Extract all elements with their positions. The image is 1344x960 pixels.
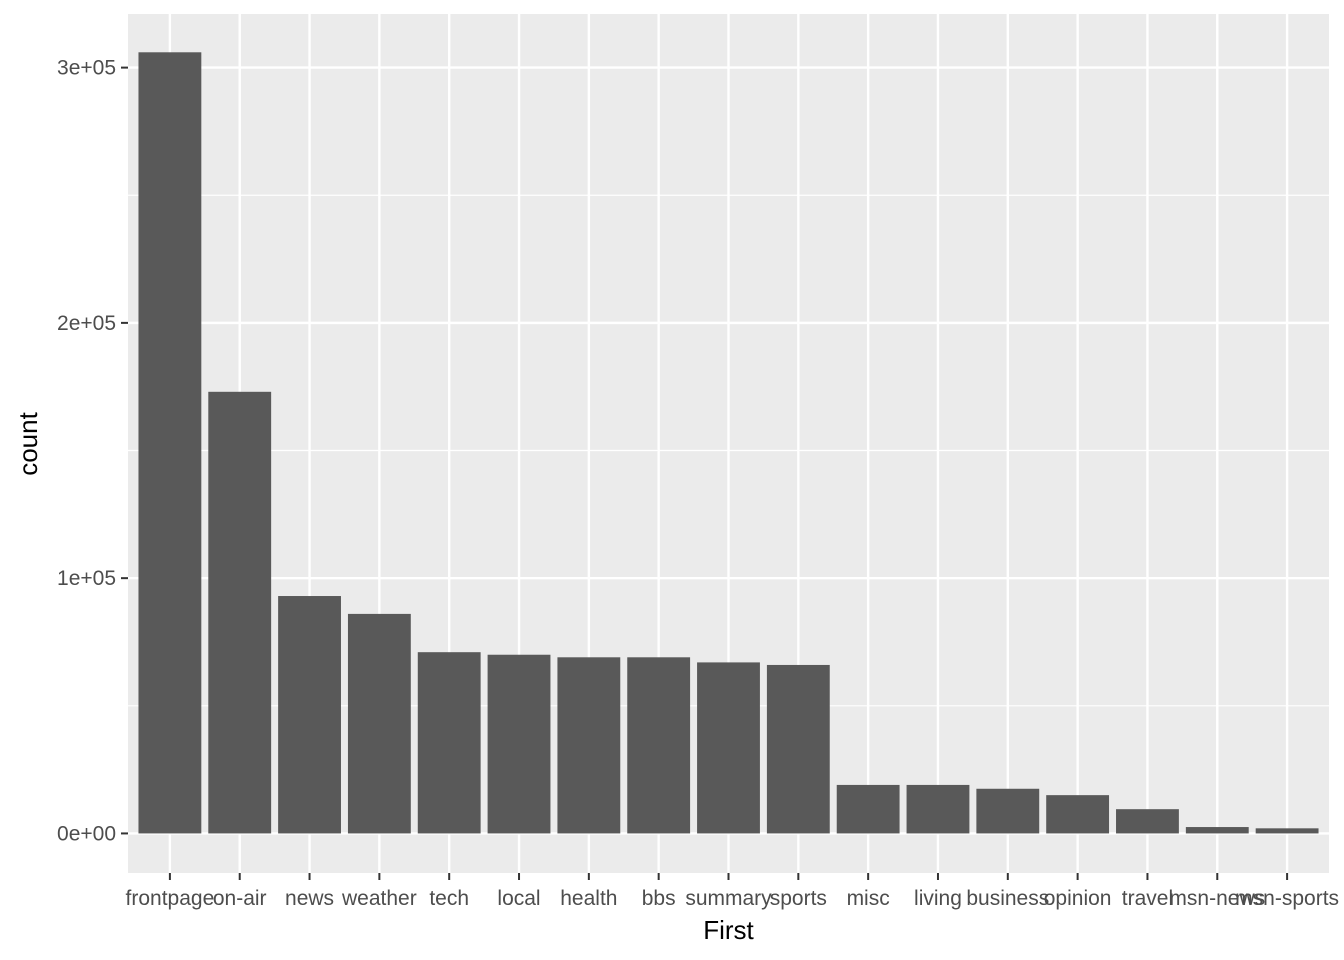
bar-business [976, 788, 1040, 834]
bar-local [487, 654, 551, 834]
x-tick-label: opinion [1044, 887, 1112, 910]
bar-health [557, 657, 621, 834]
x-tick-label: local [497, 887, 540, 910]
x-tick-label: frontpage [126, 887, 215, 910]
bar-weather [347, 613, 411, 834]
bar-opinion [1046, 795, 1110, 834]
x-tick-label: bbs [642, 887, 676, 910]
x-tick-label: msn-sports [1235, 887, 1339, 910]
x-tick-label: on-air [213, 887, 267, 910]
x-axis-title: First [703, 915, 754, 945]
bar-on-air [208, 391, 272, 834]
x-tick-label: tech [429, 887, 469, 910]
bar-bbs [627, 657, 691, 834]
bar-msn-sports [1255, 828, 1319, 834]
bar-msn-news [1185, 827, 1249, 834]
x-tick-label: summary [685, 887, 772, 910]
x-tick-label: living [914, 887, 962, 910]
bar-frontpage [138, 52, 202, 834]
x-tick-label: weather [341, 887, 417, 910]
y-tick-label: 1e+05 [57, 567, 116, 590]
x-tick-label: travel [1122, 887, 1173, 910]
bar-news [278, 596, 341, 834]
x-tick-label: business [966, 887, 1049, 910]
x-tick-label: news [285, 887, 334, 910]
bar-living [906, 784, 970, 834]
x-tick-label: misc [847, 887, 890, 910]
y-tick-label: 0e+00 [57, 822, 116, 845]
y-axis-title: count [13, 411, 43, 475]
bar-summary [697, 662, 760, 834]
y-axis: 0e+00 1e+05 2e+05 3e+05 [57, 57, 128, 845]
x-tick-label: sports [770, 887, 827, 910]
y-tick-label: 2e+05 [57, 312, 116, 335]
x-tick-label: health [560, 887, 617, 910]
x-tick-label: msn-news [1169, 887, 1265, 910]
bar-misc [836, 784, 900, 834]
bar-travel [1116, 809, 1179, 834]
y-tick-label: 3e+05 [57, 57, 116, 80]
bars [138, 52, 1319, 834]
bar-tech [417, 652, 481, 834]
bar-sports [766, 664, 830, 834]
